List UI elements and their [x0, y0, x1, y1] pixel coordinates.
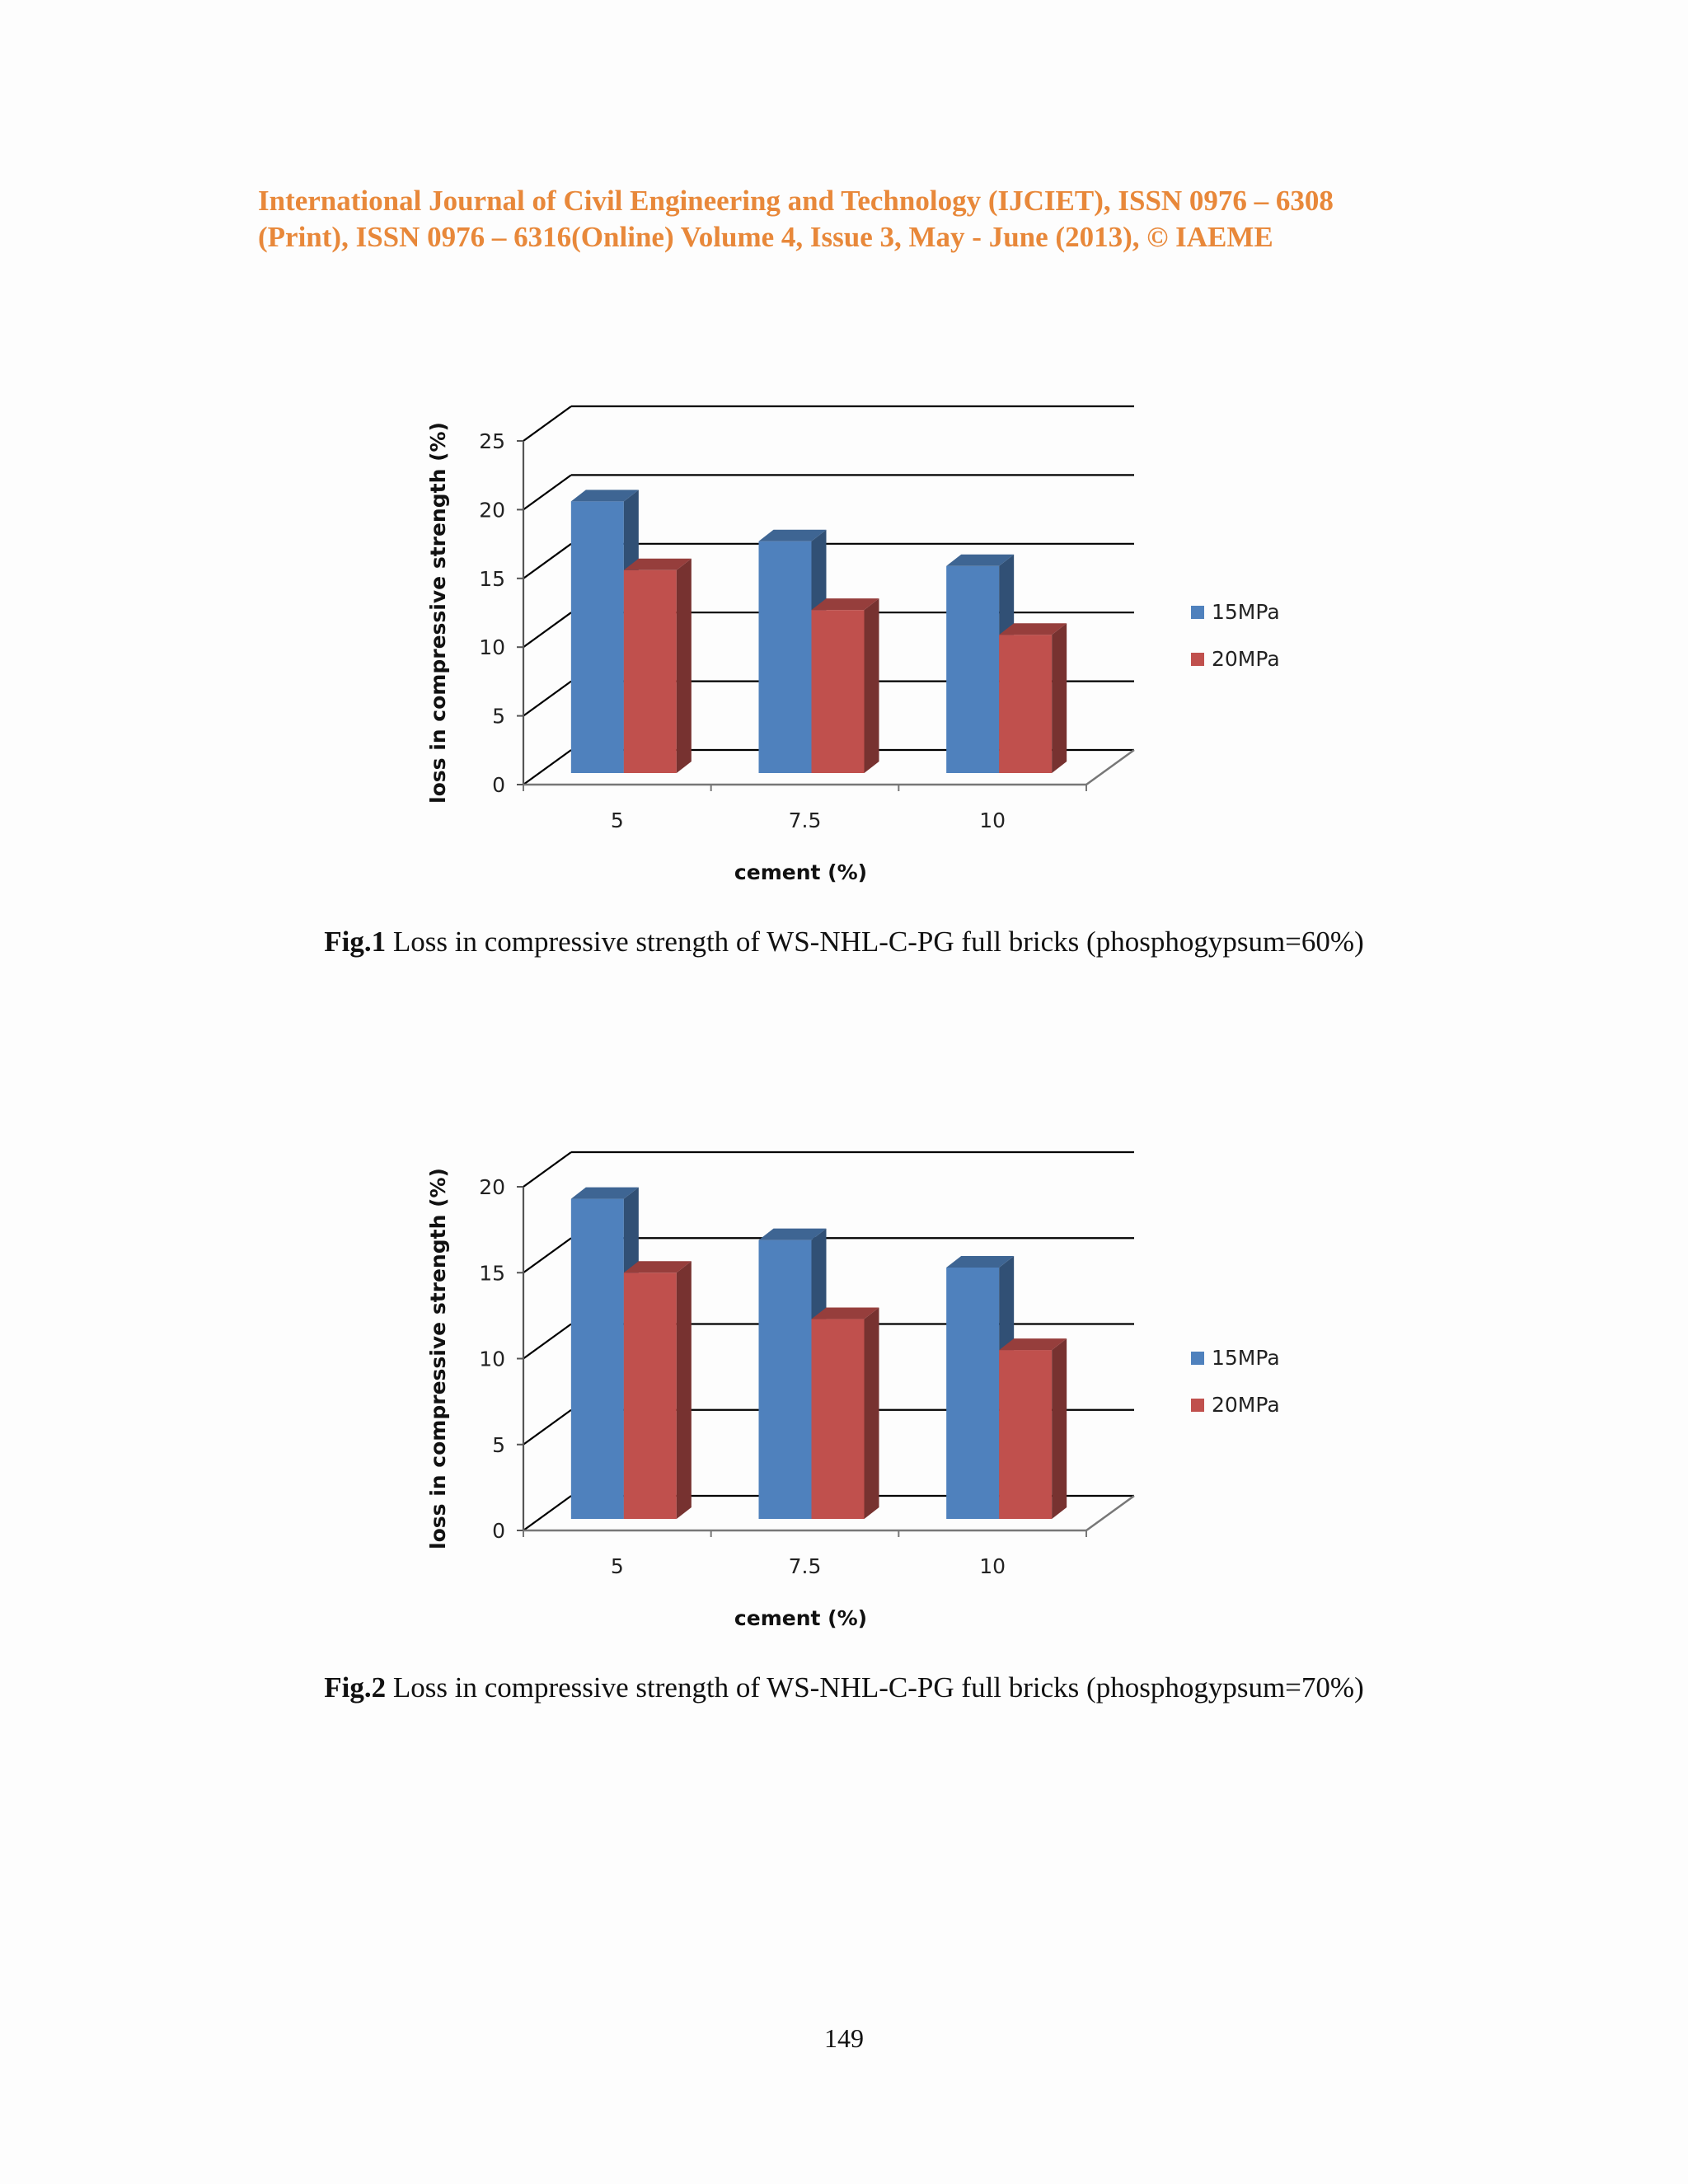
figure-2-label: Fig.2 [324, 1671, 387, 1704]
y-tick-label: 0 [492, 773, 505, 797]
legend-swatch-20MPa [1191, 653, 1204, 666]
bar-top-15MPa-5 [570, 490, 639, 502]
figure-1-caption-text: Loss in compressive strength of WS-NHL-C… [386, 926, 1364, 958]
bar-20MPa-10 [999, 1350, 1053, 1519]
y-tick-label: 20 [479, 498, 505, 522]
bar-side-20MPa-10 [1052, 1338, 1067, 1519]
bar-top-20MPa-10 [999, 623, 1067, 635]
bar-top-20MPa-7.5 [811, 1307, 879, 1319]
x-tick-label: 7.5 [789, 1554, 822, 1578]
bar-top-15MPa-7.5 [758, 529, 827, 541]
y-tick-label: 0 [492, 1519, 505, 1543]
legend-label-15MPa: 15MPa [1212, 600, 1280, 624]
legend-swatch-20MPa [1191, 1399, 1204, 1412]
bar-20MPa-10 [999, 635, 1053, 773]
y-tick-label: 10 [479, 1347, 505, 1371]
bar-20MPa-7.5 [811, 610, 865, 773]
bar-15MPa-10 [946, 1267, 1000, 1519]
figure-2-caption: Fig.2 Loss in compressive strength of WS… [0, 1671, 1688, 1704]
figure-1-label: Fig.1 [324, 926, 387, 958]
wall-diagonal [523, 749, 572, 785]
figure-2: 0 5 10 15 20 5 7.5 10 cement (%) loss in compress… [412, 1117, 1335, 1644]
x-tick-label: 7.5 [789, 808, 822, 832]
x-tick-label: 10 [979, 808, 1006, 832]
bar-top-20MPa-7.5 [811, 598, 879, 611]
wall-diagonal [523, 680, 572, 717]
bar-top-15MPa-7.5 [758, 1228, 827, 1240]
bar-20MPa-5 [623, 569, 677, 773]
bar-20MPa-5 [623, 1272, 677, 1519]
bar-15MPa-5 [570, 501, 624, 773]
bar-side-20MPa-5 [676, 558, 692, 773]
page-number: 149 [824, 2023, 864, 2053]
bar-15MPa-10 [946, 565, 1000, 773]
y-axis-title: loss in compressive strength (%) [426, 422, 450, 804]
bar-20MPa-7.5 [811, 1319, 865, 1519]
chart-2: 0 5 10 15 20 5 7.5 10 cement (%) loss in compress… [426, 1151, 1280, 1630]
bar-15MPa-7.5 [758, 541, 812, 773]
bar-side-20MPa-7.5 [864, 598, 879, 773]
wall-diagonal [523, 542, 572, 579]
bar-15MPa-7.5 [758, 1240, 812, 1519]
wall-diagonal [523, 1495, 572, 1531]
figure-2-caption-text: Loss in compressive strength of WS-NHL-C… [386, 1671, 1364, 1704]
bar-15MPa-5 [570, 1198, 624, 1519]
legend-swatch-15MPa [1191, 606, 1204, 619]
wall-diagonal [523, 1237, 572, 1274]
figure-1: 0 5 10 15 20 25 5 7.5 10 cement (%) loss in compre… [412, 371, 1335, 898]
figure-1-caption: Fig.1 Loss in compressive strength of WS… [0, 926, 1688, 958]
legend-label-15MPa: 15MPa [1212, 1346, 1280, 1370]
wall-diagonal [523, 405, 572, 442]
wall-diagonal [523, 1151, 572, 1188]
journal-header: International Journal of Civil Engineeri… [258, 183, 1494, 255]
y-tick-label: 15 [479, 567, 505, 591]
bar-side-20MPa-5 [676, 1261, 692, 1519]
y-tick-label: 5 [492, 1433, 505, 1457]
bar-top-15MPa-10 [946, 554, 1015, 566]
x-tick-label: 5 [611, 808, 624, 832]
x-axis-title: cement (%) [734, 1606, 867, 1630]
bar-top-15MPa-10 [946, 1255, 1015, 1268]
bar-top-20MPa-10 [999, 1338, 1067, 1351]
wall-diagonal [523, 1323, 572, 1360]
bar-top-15MPa-5 [570, 1187, 639, 1199]
x-tick-label: 5 [611, 1554, 624, 1578]
wall-diagonal [523, 474, 572, 511]
x-tick-label: 10 [979, 1554, 1006, 1578]
y-tick-label: 20 [479, 1175, 505, 1199]
legend-label-20MPa: 20MPa [1212, 1393, 1280, 1417]
legend-swatch-15MPa [1191, 1352, 1204, 1365]
bar-top-20MPa-5 [623, 1261, 692, 1273]
wall-diagonal [523, 612, 572, 649]
bar-side-20MPa-10 [1052, 623, 1067, 773]
x-axis-title: cement (%) [734, 860, 867, 884]
chart-1: 0 5 10 15 20 25 5 7.5 10 cement (%) loss in compre… [426, 405, 1280, 884]
y-tick-label: 5 [492, 705, 505, 729]
floor-right-edge [1085, 748, 1135, 786]
legend-label-20MPa: 20MPa [1212, 647, 1280, 671]
y-tick-label: 10 [479, 635, 505, 659]
y-tick-label: 25 [479, 429, 505, 453]
bar-side-20MPa-7.5 [864, 1307, 879, 1519]
floor-right-edge [1085, 1494, 1135, 1532]
journal-header-line2: (Print), ISSN 0976 – 6316(Online) Volume… [258, 221, 1273, 253]
journal-header-line1: International Journal of Civil Engineeri… [258, 185, 1334, 217]
wall-diagonal [523, 1408, 572, 1446]
y-tick-label: 15 [479, 1261, 505, 1285]
bar-top-20MPa-5 [623, 558, 692, 570]
y-axis-title: loss in compressive strength (%) [426, 1168, 450, 1549]
